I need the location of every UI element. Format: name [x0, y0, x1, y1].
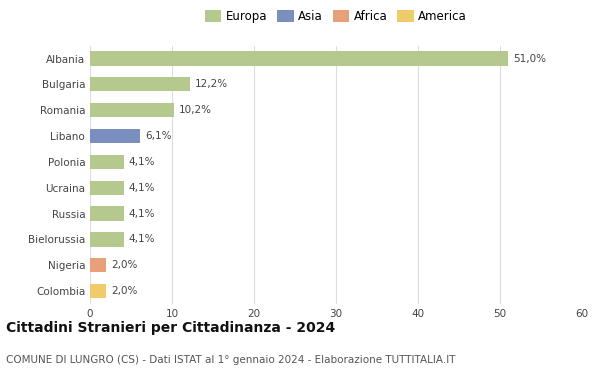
- Bar: [90, 51, 508, 66]
- Text: 4,1%: 4,1%: [128, 157, 155, 167]
- Text: 51,0%: 51,0%: [513, 54, 546, 63]
- Text: Cittadini Stranieri per Cittadinanza - 2024: Cittadini Stranieri per Cittadinanza - 2…: [6, 321, 335, 335]
- Bar: [90, 258, 106, 272]
- Text: 12,2%: 12,2%: [195, 79, 228, 89]
- Bar: [90, 155, 124, 169]
- Bar: [90, 284, 106, 298]
- Bar: [90, 77, 190, 92]
- Bar: [90, 129, 140, 143]
- Text: 2,0%: 2,0%: [112, 286, 137, 296]
- Bar: [90, 180, 124, 195]
- Text: 4,1%: 4,1%: [128, 209, 155, 218]
- Text: 6,1%: 6,1%: [145, 131, 172, 141]
- Bar: [90, 232, 124, 247]
- Text: 4,1%: 4,1%: [128, 234, 155, 244]
- Bar: [90, 206, 124, 221]
- Text: 4,1%: 4,1%: [128, 183, 155, 193]
- Text: 10,2%: 10,2%: [179, 105, 212, 115]
- Bar: [90, 103, 173, 117]
- Text: 2,0%: 2,0%: [112, 260, 137, 270]
- Legend: Europa, Asia, Africa, America: Europa, Asia, Africa, America: [203, 8, 469, 25]
- Text: COMUNE DI LUNGRO (CS) - Dati ISTAT al 1° gennaio 2024 - Elaborazione TUTTITALIA.: COMUNE DI LUNGRO (CS) - Dati ISTAT al 1°…: [6, 355, 455, 365]
